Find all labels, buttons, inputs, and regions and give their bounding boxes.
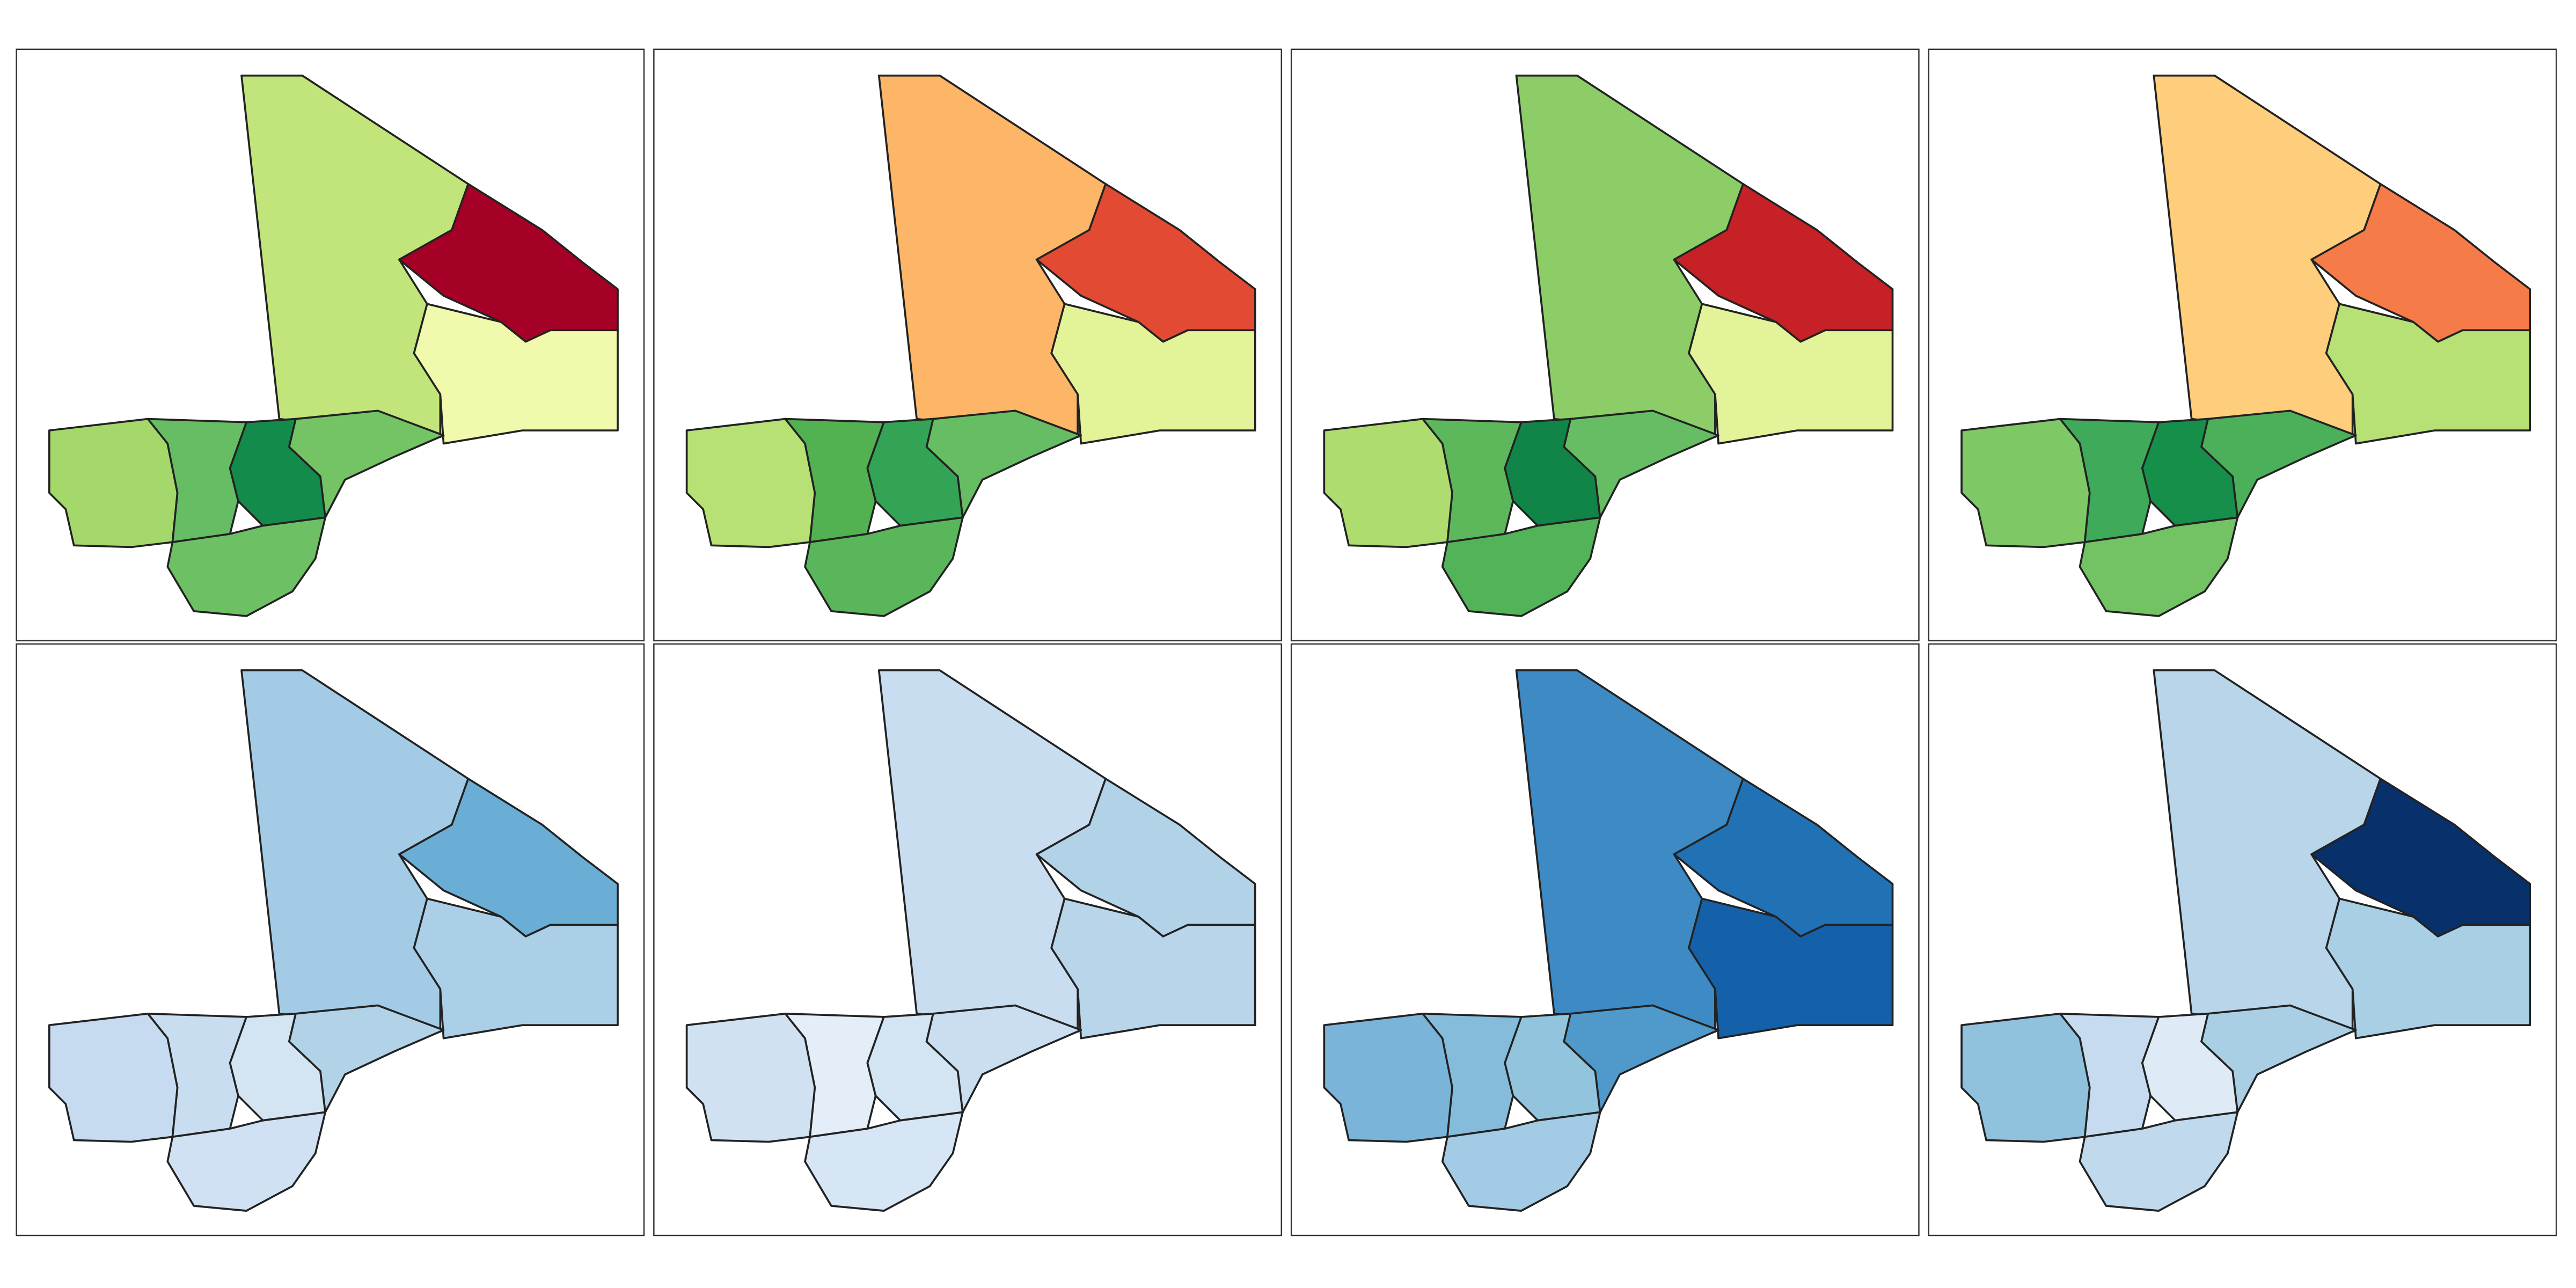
region xyxy=(2200,1004,2357,1114)
region xyxy=(1563,409,1719,519)
region xyxy=(1050,897,1256,1040)
region xyxy=(925,409,1082,519)
region xyxy=(1050,303,1256,445)
region xyxy=(288,1004,445,1114)
region xyxy=(685,418,816,548)
region xyxy=(288,409,445,519)
region xyxy=(166,516,326,617)
region xyxy=(685,1012,816,1143)
map-panel xyxy=(16,643,645,1236)
region xyxy=(1563,1004,1719,1114)
map-panel xyxy=(1290,48,1920,642)
panel-frame xyxy=(16,643,645,1236)
map-panel xyxy=(1928,643,2557,1236)
panel-frame xyxy=(1290,643,1920,1236)
region xyxy=(1960,1012,2091,1143)
map-panel xyxy=(16,48,645,642)
region xyxy=(2325,303,2531,445)
region xyxy=(1323,1012,1453,1143)
map-panel xyxy=(653,643,1282,1236)
map-panel xyxy=(653,48,1282,642)
map-panel xyxy=(1928,48,2557,642)
panel-frame xyxy=(1928,48,2557,642)
region xyxy=(2325,897,2531,1040)
region xyxy=(413,303,619,445)
region xyxy=(2079,1111,2239,1212)
region xyxy=(804,516,964,617)
map-panel xyxy=(1290,643,1920,1236)
region xyxy=(1441,1111,1601,1212)
panel-frame xyxy=(16,48,645,642)
region xyxy=(48,1012,179,1143)
region xyxy=(1960,418,2091,548)
panel-frame xyxy=(653,643,1282,1236)
region xyxy=(2079,516,2239,617)
region xyxy=(413,897,619,1040)
panel-frame xyxy=(1290,48,1920,642)
region xyxy=(1688,897,1894,1040)
panel-frame xyxy=(1928,643,2557,1236)
region xyxy=(2200,409,2357,519)
region xyxy=(1688,303,1894,445)
region xyxy=(925,1004,1082,1114)
region xyxy=(1323,418,1453,548)
panel-frame xyxy=(653,48,1282,642)
region xyxy=(48,418,179,548)
region xyxy=(1441,516,1601,617)
region xyxy=(804,1111,964,1212)
region xyxy=(166,1111,326,1212)
